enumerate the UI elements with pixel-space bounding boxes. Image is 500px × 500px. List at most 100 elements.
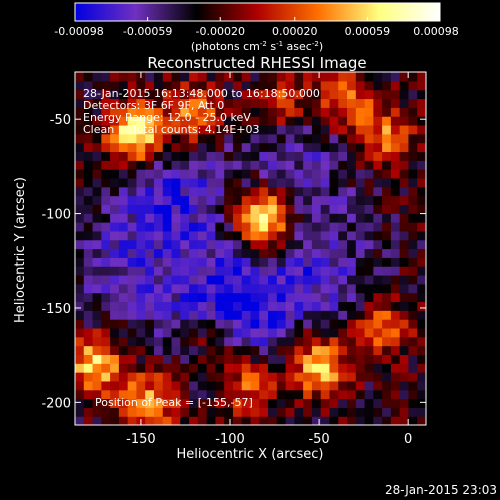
heatmap-cell xyxy=(417,319,426,329)
heatmap-cell xyxy=(347,363,357,373)
heatmap-cell xyxy=(338,248,348,258)
heatmap-cell xyxy=(311,372,322,382)
heatmap-cell xyxy=(232,398,243,408)
heatmap-cell xyxy=(285,310,295,320)
heatmap-cell xyxy=(189,336,199,347)
heatmap-cell xyxy=(101,310,111,320)
heatmap-cell xyxy=(355,116,366,126)
heatmap-cell xyxy=(197,345,208,355)
heatmap-cell xyxy=(347,107,357,117)
heatmap-cell xyxy=(83,186,94,197)
heatmap-cell xyxy=(145,213,155,223)
heatmap-cell xyxy=(364,239,374,250)
heatmap-cell xyxy=(276,142,287,153)
heatmap-cell xyxy=(162,72,173,82)
heatmap-cell xyxy=(355,416,366,425)
heatmap-cell xyxy=(373,292,383,303)
heatmap-cell xyxy=(320,222,331,232)
heatmap-cell xyxy=(320,151,331,161)
heatmap-cell xyxy=(92,283,102,294)
heatmap-cell xyxy=(329,274,339,285)
heatmap-cell xyxy=(399,372,410,382)
heatmap-cell xyxy=(224,398,234,408)
heatmap-cell xyxy=(320,380,331,391)
heatmap-cell xyxy=(180,222,190,232)
heatmap-cell xyxy=(268,301,278,311)
y-axis-ticks: -200-150-100-50 xyxy=(41,113,426,411)
heatmap-cell xyxy=(92,416,102,425)
heatmap-cell xyxy=(83,363,94,373)
heatmap-cell xyxy=(189,301,199,311)
heatmap-cell xyxy=(153,89,164,100)
heatmap-cell xyxy=(276,239,287,250)
heatmap-cell xyxy=(241,89,252,100)
heatmap-cell xyxy=(311,257,322,267)
heatmap-cell xyxy=(206,195,216,205)
heatmap-cell xyxy=(408,151,418,161)
heatmap-cell xyxy=(259,327,269,338)
heatmap-cell xyxy=(83,230,94,241)
heatmap-cell xyxy=(197,372,208,382)
heatmap-cell xyxy=(338,283,348,294)
heatmap-cell xyxy=(250,363,260,373)
heatmap-cell xyxy=(303,230,313,241)
heatmap-cell xyxy=(320,80,331,91)
heatmap-cell xyxy=(110,292,120,303)
heatmap-cell xyxy=(118,274,129,285)
heatmap-cell xyxy=(408,310,418,320)
heatmap-cell xyxy=(285,327,295,338)
heatmap-cell xyxy=(153,72,164,82)
heatmap-cell xyxy=(101,107,111,117)
heatmap-cell xyxy=(250,195,260,205)
heatmap-cell xyxy=(206,204,216,214)
heatmap-cell xyxy=(171,283,181,294)
heatmap-cell xyxy=(224,222,234,232)
heatmap-cell xyxy=(303,133,313,144)
heatmap-cell xyxy=(399,310,410,320)
heatmap-cell xyxy=(224,372,234,382)
heatmap-cell xyxy=(83,372,94,382)
heatmap-cell xyxy=(329,248,339,258)
heatmap-cell xyxy=(127,230,138,241)
heatmap-cell xyxy=(83,416,94,425)
heatmap-cell xyxy=(373,142,383,153)
heatmap-cell xyxy=(241,248,252,258)
heatmap-cell xyxy=(268,195,278,205)
heatmap-cell xyxy=(329,98,339,108)
heatmap-cell xyxy=(118,169,129,179)
heatmap-cell xyxy=(101,345,111,355)
heatmap-cell xyxy=(285,169,295,179)
heatmap-cell xyxy=(408,204,418,214)
heatmap-cell xyxy=(338,124,348,135)
heatmap-cell xyxy=(206,345,216,355)
heatmap-cell xyxy=(382,372,392,382)
heatmap-cell xyxy=(110,89,120,100)
heatmap-cell xyxy=(215,248,225,258)
heatmap-cell xyxy=(180,133,190,144)
heatmap-cell xyxy=(364,186,374,197)
heatmap-cell xyxy=(224,204,234,214)
heatmap-cell xyxy=(303,204,313,214)
heatmap-cell xyxy=(382,222,392,232)
heatmap-cell xyxy=(355,327,366,338)
heatmap-cell xyxy=(241,283,252,294)
heatmap-cell xyxy=(136,283,146,294)
heatmap-cell xyxy=(75,372,85,382)
heatmap-cell xyxy=(241,336,252,347)
heatmap-cell xyxy=(338,336,348,347)
heatmap-cell xyxy=(145,292,155,303)
heatmap-cell xyxy=(355,169,366,179)
heatmap-cell xyxy=(92,239,102,250)
heatmap-cell xyxy=(417,204,426,214)
heatmap-cell xyxy=(101,89,111,100)
heatmap-cell xyxy=(285,283,295,294)
heatmap-cell xyxy=(417,177,426,188)
heatmap-cell xyxy=(153,283,164,294)
heatmap-cell xyxy=(329,389,339,400)
heatmap-cell xyxy=(92,195,102,205)
heatmap-cell xyxy=(320,354,331,364)
heatmap-cell xyxy=(206,151,216,161)
heatmap-cell xyxy=(101,257,111,267)
heatmap-cell xyxy=(347,169,357,179)
heatmap-cell xyxy=(373,195,383,205)
